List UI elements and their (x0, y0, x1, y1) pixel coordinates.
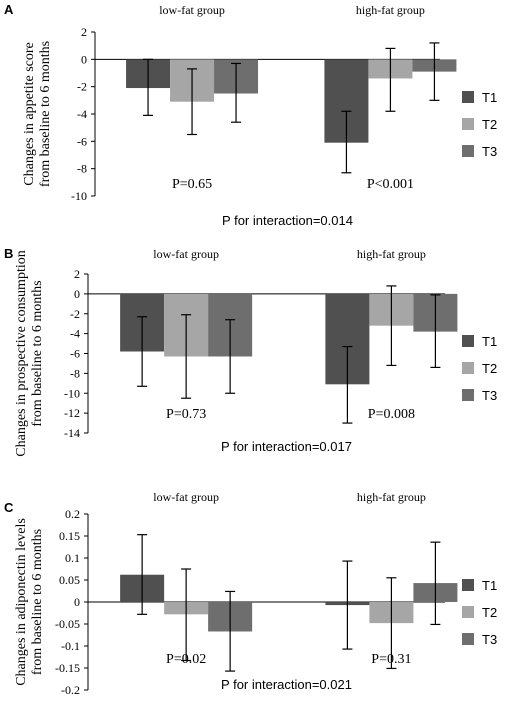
group-label: high-fat group (357, 247, 426, 261)
legend-label: T2 (482, 361, 497, 376)
y-tick-label: -8 (70, 366, 80, 380)
legend-swatch-t1 (462, 91, 474, 103)
group-label: low-fat group (153, 247, 219, 261)
y-tick-label: -12 (64, 406, 80, 420)
p-value-label: P=0.31 (371, 652, 411, 667)
p-value-label: P=0.73 (166, 407, 206, 422)
p-value-label: P=0.65 (172, 177, 212, 192)
y-tick-label: -0.05 (55, 617, 80, 631)
legend-swatch-t3 (462, 389, 474, 401)
legend-swatch-t2 (462, 118, 474, 130)
y-tick-label: 0 (74, 287, 80, 301)
y-axis-title-line: Changes in appetite score (22, 42, 37, 185)
group-label: low-fat group (153, 490, 219, 504)
y-tick-label: 0.15 (59, 529, 80, 543)
group-label: high-fat group (357, 490, 426, 504)
y-tick-label: 2 (74, 267, 80, 281)
y-tick-label: -2 (70, 307, 80, 321)
panel-b: B 2 0 -2 -4 -6 -8 -10 -12 -14 Changes in prospecti… (4, 246, 497, 457)
legend-label: T1 (482, 90, 497, 105)
y-tick-label: -14 (64, 426, 80, 440)
panel-letter: A (4, 2, 14, 17)
y-tick-label: -10 (71, 189, 87, 203)
y-tick-label: 0.05 (59, 573, 80, 587)
interaction-p-label: P for interaction=0.014 (222, 213, 353, 228)
panel-a: A 2 0 -2 -4 -6 -8 -10 Changes in appetite score f… (4, 2, 497, 228)
group-label: low-fat group (159, 3, 225, 17)
panel-letter: B (4, 246, 13, 261)
legend-swatch-t1 (462, 579, 474, 591)
interaction-p-label: P for interaction=0.021 (221, 677, 352, 692)
y-tick-label: -6 (77, 134, 87, 148)
legend-label: T2 (482, 605, 497, 620)
p-value-label: P<0.001 (367, 177, 414, 192)
y-tick-label: 2 (81, 25, 87, 39)
panel-c: C 0.2 0.15 0.1 0.05 0 -0.05 -0.1 -0.15 -0.2 Change… (4, 490, 497, 697)
y-tick-label: -8 (77, 162, 87, 176)
group-label: high-fat group (356, 3, 425, 17)
p-value-label: P=0.02 (166, 652, 206, 667)
y-tick-label: 0.2 (65, 507, 80, 521)
interaction-p-label: P for interaction=0.017 (221, 439, 352, 454)
y-axis-title-line: Changes in adiponectin levels (14, 518, 29, 686)
y-tick-label: -6 (70, 347, 80, 361)
legend-label: T3 (482, 388, 497, 403)
legend-swatch-t2 (462, 362, 474, 374)
legend-swatch-t1 (462, 335, 474, 347)
legend-label: T3 (482, 144, 497, 159)
legend-swatch-t3 (462, 145, 474, 157)
legend-swatch-t3 (462, 633, 474, 645)
y-tick-label: 0 (81, 52, 87, 66)
y-tick-label: 0 (74, 595, 80, 609)
y-axis-title-line: from baseline to 6 months (38, 41, 53, 187)
legend-label: T2 (482, 117, 497, 132)
y-tick-label: -2 (77, 80, 87, 94)
panel-letter: C (4, 500, 14, 515)
y-tick-label: -4 (70, 327, 80, 341)
legend-label: T1 (482, 578, 497, 593)
y-tick-label: -4 (77, 107, 87, 121)
y-tick-label: -0.1 (61, 639, 80, 653)
y-tick-label: -0.2 (61, 683, 80, 697)
legend-swatch-t2 (462, 606, 474, 618)
y-axis-title-line: Changes in prospective consumption (14, 250, 29, 456)
legend-label: T3 (482, 632, 497, 647)
y-tick-label: -0.15 (55, 661, 80, 675)
y-axis-title-line: from baseline to 6 months (30, 280, 45, 426)
legend-label: T1 (482, 334, 497, 349)
p-value-label: P=0.008 (368, 407, 415, 422)
y-axis-title-line: from baseline to 6 months (30, 529, 45, 675)
y-tick-label: -10 (64, 386, 80, 400)
y-tick-label: 0.1 (65, 551, 80, 565)
